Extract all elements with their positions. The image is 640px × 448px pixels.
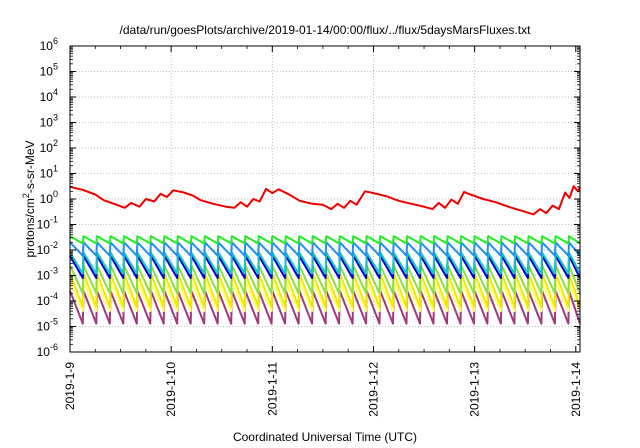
y-tick-label-exp: -3	[50, 266, 58, 276]
y-tick-label-base: 10	[37, 218, 51, 232]
series-line	[69, 241, 581, 257]
y-tick-label-exp: -6	[50, 342, 58, 352]
series-line	[69, 235, 581, 245]
y-tick-label: 10-6	[37, 342, 58, 359]
y-tick-label: 105	[40, 62, 58, 79]
y-tick-label: 10-2	[37, 240, 58, 257]
y-tick-label: 10-3	[37, 266, 58, 283]
x-tick-label: 2019-1-12	[366, 362, 380, 417]
x-tick-label: 2019-1-10	[164, 362, 178, 417]
y-tick-label: 103	[40, 113, 58, 130]
y-tick-label-exp: -5	[50, 317, 58, 327]
y-axis-label: protons/cm2-s-sr-MeV	[21, 140, 37, 257]
y-tick-label: 104	[40, 87, 58, 104]
y-tick-label-exp: -1	[50, 215, 58, 225]
y-tick-label: 10-1	[37, 215, 58, 232]
y-tick-label: 10-5	[37, 317, 58, 334]
y-tick-label-base: 10	[37, 294, 51, 308]
y-tick-label-base: 10	[40, 65, 54, 79]
y-tick-label-exp: 5	[53, 62, 58, 72]
x-axis: 2019-1-9 2019-1-10 2019-1-11 2019-1-12 2019-…	[63, 46, 583, 417]
y-tick-label-base: 10	[40, 141, 54, 155]
y-tick-label: 10-4	[37, 291, 58, 308]
y-tick-label-base: 10	[40, 39, 54, 53]
y-tick-label-exp: 4	[53, 87, 58, 97]
y-tick-label-base: 10	[40, 90, 54, 104]
y-tick-label: 101	[40, 164, 58, 181]
y-tick-label-base: 10	[37, 320, 51, 334]
x-axis-label: Coordinated Universal Time (UTC)	[233, 430, 417, 444]
y-tick-label-base: 10	[37, 269, 51, 283]
y-tick-label-base: 10	[40, 116, 54, 130]
y-tick-label: 106	[40, 36, 58, 53]
x-tick-label: 2019-1-11	[265, 362, 279, 416]
y-tick-label: 100	[40, 189, 58, 206]
y-tick-label-base: 10	[40, 192, 54, 206]
y-tick-label-exp: 6	[53, 36, 58, 46]
series-line	[69, 185, 581, 216]
x-tick-label: 2019-1-9	[63, 362, 77, 410]
series-group	[69, 185, 581, 325]
chart-title: /data/run/goesPlots/archive/2019-01-14/0…	[120, 23, 532, 37]
y-axis: 10-610-510-410-310-210-11001011021031041…	[37, 36, 580, 359]
y-axis-label-base: protons/cm	[23, 198, 37, 257]
y-tick-label: 102	[40, 138, 58, 155]
y-tick-label-exp: -2	[50, 240, 58, 250]
y-tick-label-exp: 2	[53, 138, 58, 148]
y-axis-label-sup: 2	[21, 193, 31, 198]
x-tick-label: 2019-1-13	[468, 362, 482, 417]
y-tick-label-base: 10	[37, 243, 51, 257]
y-tick-label-exp: -4	[50, 291, 58, 301]
x-tick-label: 2019-1-14	[569, 362, 583, 417]
y-axis-label-rest: -s-sr-MeV	[23, 140, 37, 193]
y-tick-label-exp: 1	[53, 164, 58, 174]
y-tick-label-exp: 3	[53, 113, 58, 123]
y-tick-label-base: 10	[40, 167, 54, 181]
series-line	[69, 264, 581, 295]
y-tick-label-base: 10	[37, 345, 51, 359]
y-tick-label-exp: 0	[53, 189, 58, 199]
series-line	[69, 251, 581, 275]
